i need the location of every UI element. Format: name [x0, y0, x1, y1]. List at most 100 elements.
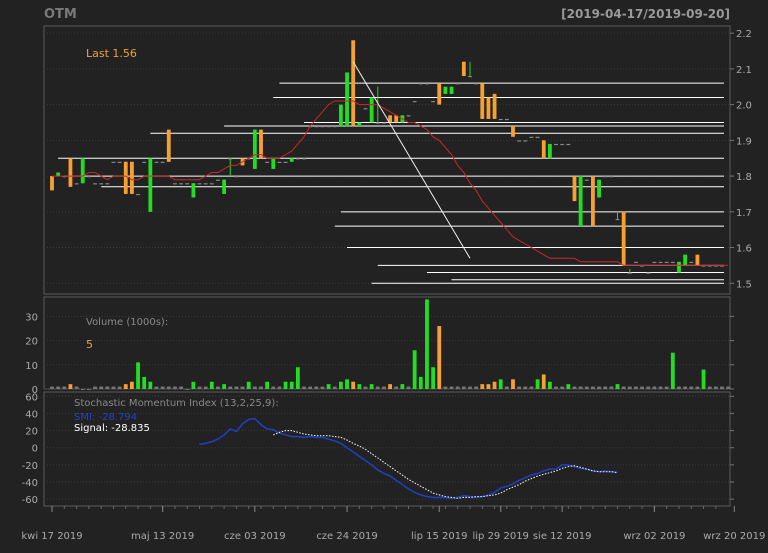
- volume-bar: [615, 384, 620, 389]
- volume-bar: [511, 379, 515, 389]
- candle-body: [148, 158, 153, 212]
- volume-bar: [591, 386, 595, 389]
- smi-axis-tick-label: 40: [25, 409, 38, 420]
- volume-bar: [154, 386, 159, 389]
- volume-bar: [283, 381, 288, 389]
- candle-body: [86, 176, 91, 178]
- x-tick-label: lip 29 2019: [472, 531, 528, 542]
- volume-bar: [216, 386, 220, 389]
- volume-bar: [105, 386, 110, 389]
- candle-body: [123, 161, 128, 194]
- smi-title: Stochastic Momentum Index (13,2,25,9):: [74, 398, 279, 409]
- volume-bar: [572, 386, 577, 389]
- volume-bar: [640, 386, 644, 389]
- candle-body: [486, 97, 491, 119]
- volume-bar: [111, 386, 116, 389]
- candle-body: [597, 179, 601, 198]
- volume-bar: [683, 386, 688, 389]
- candle-body: [142, 161, 147, 163]
- volume-bar: [351, 381, 356, 389]
- price-panel: 1.5 1.6 1.7 1.8 1.9 2.0 2.1 2.2: [43, 25, 752, 295]
- volume-bar: [148, 381, 153, 389]
- candle-body: [683, 254, 688, 266]
- trend-line: [352, 61, 471, 259]
- candle-body: [652, 261, 657, 264]
- price-panel-frame: [43, 25, 731, 295]
- volume-bar: [197, 386, 202, 389]
- candle-body: [701, 265, 706, 267]
- candle-body: [228, 158, 233, 160]
- volume-bar: [670, 352, 675, 389]
- volume-bar: [425, 299, 429, 389]
- volume-bar: [504, 386, 509, 389]
- candle-body: [418, 83, 423, 85]
- candle-body: [332, 126, 337, 128]
- volume-bar: [191, 381, 196, 389]
- volume-bar: [713, 386, 718, 389]
- candle-body: [394, 115, 399, 123]
- candle-body: [640, 265, 644, 267]
- sma-line: [52, 100, 729, 266]
- candle-body: [584, 179, 589, 181]
- volume-bar: [117, 386, 122, 389]
- volume-bar: [486, 384, 491, 389]
- volume-bar: [289, 381, 294, 389]
- volume-bar: [695, 386, 700, 389]
- x-tick-label: wrz 20 2019: [703, 531, 765, 542]
- candle-body: [234, 176, 239, 178]
- x-axis: kwi 17 2019 maj 13 2019 cze 03 2019 cze 24 …: [21, 506, 765, 542]
- candle-body: [363, 108, 368, 110]
- x-tick-label: sie 12 2019: [533, 531, 592, 542]
- candle-body: [425, 83, 429, 85]
- volume-bar: [492, 381, 497, 389]
- volume-bar: [93, 386, 97, 389]
- volume-bar: [320, 386, 325, 389]
- candle-body: [468, 76, 472, 78]
- candle-body: [658, 261, 663, 264]
- volume-bar: [302, 386, 306, 389]
- smi-axis-tick-label: 20: [25, 427, 38, 438]
- candle-body: [578, 176, 583, 227]
- volume-axis-tick-label: 10: [25, 361, 38, 372]
- candle-body: [74, 183, 79, 185]
- volume-bar: [578, 386, 583, 389]
- volume-bar: [166, 386, 171, 389]
- candle-body: [492, 93, 497, 119]
- volume-panel: 0 10 20 30: [25, 296, 734, 396]
- candle-body: [412, 101, 417, 103]
- candle-body: [541, 140, 546, 159]
- smi-panel: 60 40 20 0 -20 -40 -60: [22, 391, 734, 507]
- volume-bar: [603, 386, 608, 389]
- candle-body: [677, 261, 681, 273]
- volume-bar: [99, 386, 104, 389]
- volume-bar: [363, 386, 368, 389]
- candle-body: [369, 97, 374, 123]
- candle-body: [166, 129, 171, 162]
- x-tick-label: lip 15 2019: [411, 531, 467, 542]
- smi-axis-tick-label: -40: [22, 478, 38, 489]
- smi-line: [199, 417, 618, 500]
- volume-bar: [523, 386, 528, 389]
- volume-bar: [345, 379, 349, 389]
- volume-bar: [437, 326, 442, 389]
- candle-body: [295, 158, 300, 160]
- candle-body: [105, 183, 110, 185]
- volume-bar: [517, 386, 522, 389]
- candle-body: [609, 176, 614, 178]
- volume-bar: [468, 386, 472, 389]
- volume-bar: [50, 386, 54, 389]
- candle-body: [554, 143, 558, 146]
- candle-body: [431, 101, 436, 103]
- candle-body: [388, 115, 392, 123]
- volume-bar: [412, 350, 417, 389]
- volume-bar: [271, 386, 276, 389]
- volume-bar: [130, 381, 134, 389]
- volume-bar: [449, 386, 454, 389]
- candle-body: [197, 183, 202, 185]
- volume-bar: [252, 386, 257, 389]
- candle-body: [535, 136, 540, 138]
- price-axis-tick-label: 1.9: [736, 136, 752, 147]
- volume-bar: [584, 386, 589, 389]
- candle-body: [504, 118, 509, 121]
- volume-bar: [664, 386, 669, 389]
